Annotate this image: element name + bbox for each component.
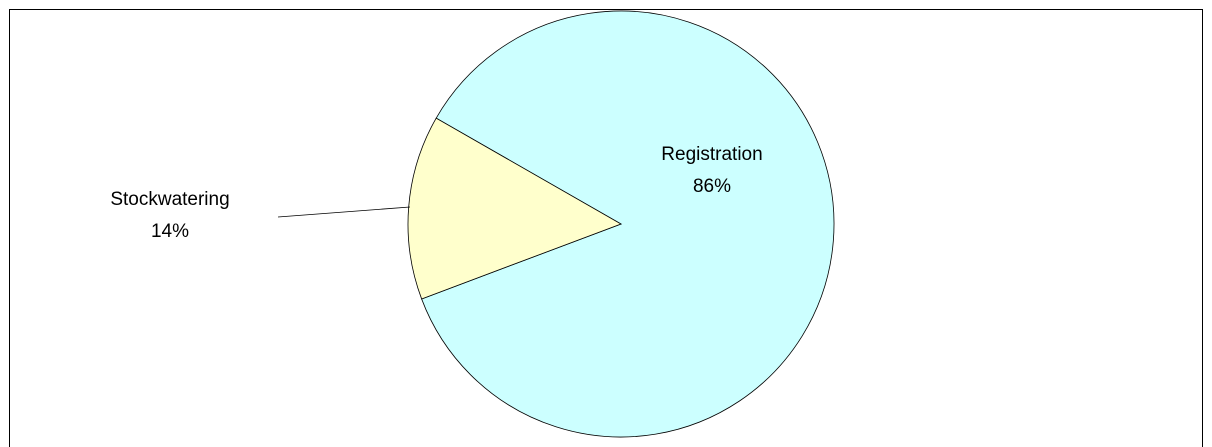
pie-slice <box>421 10 835 438</box>
slice-label-value: 86% <box>693 176 731 197</box>
slice-label-value: 14% <box>151 221 189 242</box>
slice-label-name: Registration <box>661 144 762 165</box>
leader-line <box>277 206 411 218</box>
slice-label-name: Stockwatering <box>110 189 229 210</box>
